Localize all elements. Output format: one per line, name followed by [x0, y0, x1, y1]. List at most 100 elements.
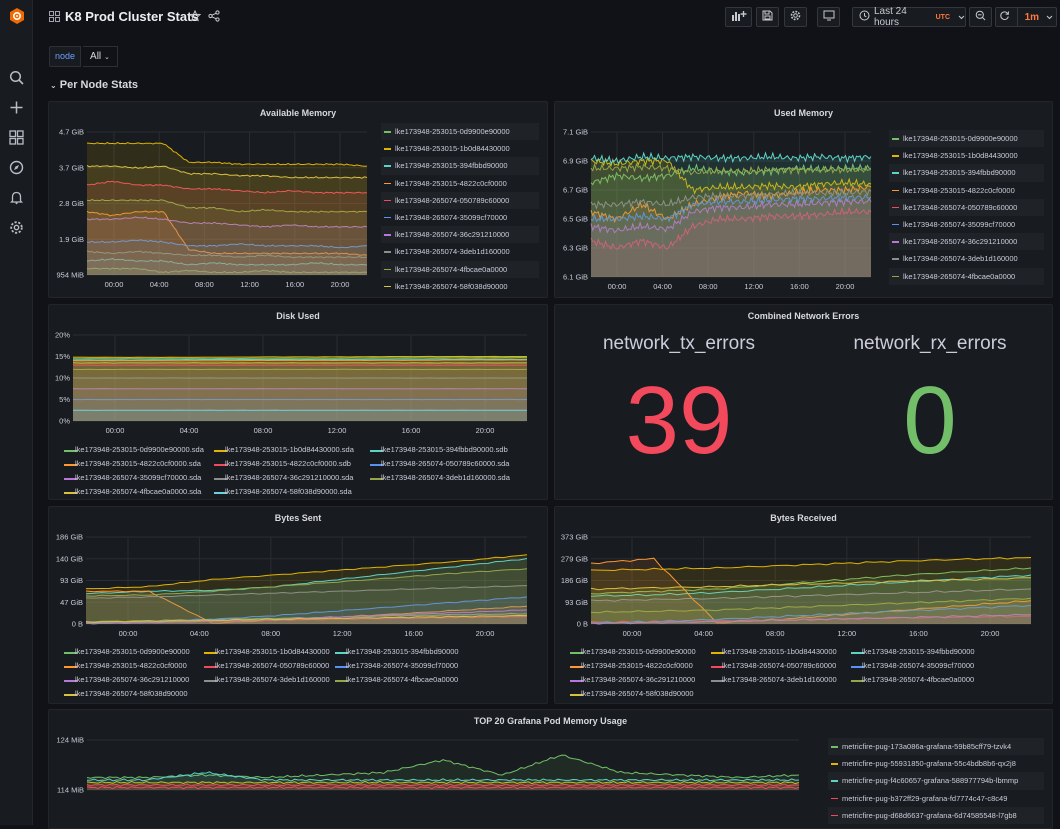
legend-item[interactable]: lke173948-265074-3deb1d160000	[889, 250, 1044, 267]
legend-label: lke173948-265074-050789c60000	[722, 661, 836, 670]
legend-item[interactable]: lke173948-265074-4fbcae0a0000	[849, 673, 999, 687]
legend-item[interactable]: lke173948-265074-3deb1d160000	[709, 673, 849, 687]
legend-item[interactable]: lke173948-265074-4fbcae0a0000	[889, 268, 1044, 285]
legend-item[interactable]: lke173948-265074-4fbcae0a0000	[333, 673, 483, 687]
legend-item[interactable]: lke173948-253015-0d9900e90000.sda	[62, 443, 212, 457]
legend-swatch	[384, 234, 391, 236]
legend-label: lke173948-253015-4822c0cf0000	[395, 179, 507, 188]
refresh-interval[interactable]: 1m	[1025, 12, 1039, 23]
dashboards-icon[interactable]	[9, 130, 24, 145]
configuration-gear-icon[interactable]	[9, 220, 24, 235]
network-errors-panel[interactable]: Combined Network Errors network_tx_error…	[554, 304, 1053, 500]
dashboard-settings-button[interactable]	[784, 7, 807, 27]
legend-item[interactable]: lke173948-265074-050789c60000	[381, 192, 539, 209]
legend-item[interactable]: lke173948-265074-050789c60000	[202, 659, 333, 673]
legend-item[interactable]: lke173948-253015-4822c0cf0000.sda	[62, 457, 212, 471]
legend-item[interactable]: lke173948-265074-35099cf70000	[889, 216, 1044, 233]
dashboard-title[interactable]: K8 Prod Cluster Stats	[65, 9, 199, 24]
legend-item[interactable]: lke173948-265074-3deb1d160000	[381, 243, 539, 260]
legend-item[interactable]: lke173948-265074-050789c60000	[889, 199, 1044, 216]
legend-item[interactable]: lke173948-253015-1b0d84430000	[202, 645, 333, 659]
panel-title[interactable]: Combined Network Errors	[555, 311, 1052, 321]
legend-label: lke173948-265074-050789c60000	[395, 196, 509, 205]
legend-item[interactable]: metricfire-pug-b372ff29-grafana-fd7774c4…	[828, 790, 1044, 807]
legend-item[interactable]: lke173948-265074-58f038d90000	[381, 278, 539, 293]
legend-item[interactable]: metricfire-pug-d68d6637-grafana-6d745855…	[828, 807, 1044, 824]
legend-item[interactable]: lke173948-265074-36c291210000	[381, 226, 539, 243]
legend-item[interactable]: lke173948-253015-1b0d84430000	[889, 147, 1044, 164]
legend-swatch	[384, 131, 391, 133]
legend-item[interactable]: lke173948-253015-1b0d84430000	[709, 645, 849, 659]
star-icon[interactable]	[189, 10, 201, 25]
row-header[interactable]: ⌄ Per Node Stats	[50, 79, 138, 91]
x-tick-label: 16:00	[790, 282, 809, 291]
legend-item[interactable]: lke173948-253015-4822c0cf0000.sdb	[212, 457, 368, 471]
legend-item[interactable]: lke173948-265074-36c291210000.sda	[212, 471, 368, 485]
legend-item[interactable]: lke173948-265074-36c291210000	[889, 233, 1044, 250]
alerting-bell-icon[interactable]	[9, 190, 24, 205]
cycle-view-mode-button[interactable]	[817, 7, 840, 27]
legend-item[interactable]: lke173948-265074-58f038d90000.sda	[212, 485, 368, 499]
legend-item[interactable]: lke173948-253015-0d9900e90000	[568, 645, 709, 659]
node-variable-label: node	[49, 46, 81, 67]
legend-item[interactable]: lke173948-253015-394fbbd90000	[333, 645, 483, 659]
explore-compass-icon[interactable]	[9, 160, 24, 175]
legend-item[interactable]: lke173948-253015-1b0d84430000.sda	[212, 443, 368, 457]
legend-swatch	[831, 746, 838, 748]
legend-item[interactable]: lke173948-253015-4822c0cf0000	[62, 659, 202, 673]
time-range-picker[interactable]: Last 24 hours UTC	[852, 7, 966, 27]
legend-item[interactable]: lke173948-265074-4fbcae0a0000.sda	[62, 485, 212, 499]
legend-item[interactable]: lke173948-253015-394fbbd90000	[381, 157, 539, 174]
legend-item[interactable]: lke173948-265074-35099cf70000	[333, 659, 483, 673]
legend-item[interactable]: metricfire-pug-f4c60657-grafana-58897779…	[828, 772, 1044, 789]
legend-item[interactable]: lke173948-253015-4822c0cf0000	[568, 659, 709, 673]
legend-item[interactable]: lke173948-265074-35099cf70000	[849, 659, 999, 673]
add-panel-button[interactable]	[725, 7, 752, 27]
search-icon[interactable]	[9, 70, 24, 85]
legend-item[interactable]: lke173948-265074-35099cf70000	[381, 209, 539, 226]
legend-item[interactable]: lke173948-265074-050789c60000.sda	[368, 457, 518, 471]
legend-item[interactable]: lke173948-253015-4822c0cf0000	[889, 182, 1044, 199]
legend-item[interactable]: lke173948-253015-0d9900e90000	[889, 130, 1044, 147]
share-icon[interactable]	[208, 10, 220, 25]
legend-item[interactable]: lke173948-265074-36c291210000	[568, 673, 709, 687]
legend-item[interactable]: lke173948-253015-1b0d84430000	[381, 140, 539, 157]
legend-item[interactable]: metricfire-pug-173a086a-grafana-59b85cff…	[828, 738, 1044, 755]
stat-tx-value: 39	[559, 373, 799, 469]
refresh-icon[interactable]	[999, 10, 1010, 24]
legend-item[interactable]: lke173948-253015-394fbbd90000.sdb	[368, 443, 518, 457]
legend-label: lke173948-253015-0d9900e90000	[903, 134, 1018, 143]
legend-item[interactable]: lke173948-253015-4822c0cf0000	[381, 175, 539, 192]
save-dashboard-button[interactable]	[756, 7, 779, 27]
legend-item[interactable]: lke173948-253015-0d9900e90000	[62, 645, 202, 659]
grafana-logo-icon[interactable]	[8, 7, 26, 25]
legend-item[interactable]: metricfire-pug-55931850-grafana-55c4bdb8…	[828, 755, 1044, 772]
legend-item[interactable]: lke173948-265074-3deb1d160000.sda	[368, 471, 518, 485]
zoom-out-button[interactable]	[969, 7, 992, 27]
legend-item[interactable]: lke173948-265074-050789c60000	[709, 659, 849, 673]
legend-label: lke173948-265074-58f038d90000	[395, 282, 508, 291]
legend-item[interactable]: lke173948-253015-394fbbd90000	[849, 645, 999, 659]
legend-item[interactable]: lke173948-265074-4fbcae0a0000	[381, 261, 539, 278]
legend-swatch	[892, 207, 899, 209]
x-tick-label: 04:00	[190, 629, 209, 638]
legend-label: lke173948-265074-35099cf70000	[903, 220, 1015, 229]
legend-item[interactable]: lke173948-265074-3deb1d160000	[202, 673, 333, 687]
node-variable-select[interactable]: All ⌄	[83, 46, 118, 67]
legend-item[interactable]: lke173948-265074-35099cf70000.sda	[62, 471, 212, 485]
x-tick-label: 16:00	[285, 280, 304, 289]
legend-item[interactable]: lke173948-265074-36c291210000	[62, 673, 202, 687]
create-plus-icon[interactable]	[9, 100, 24, 115]
legend-item[interactable]: lke173948-253015-394fbbd90000	[889, 164, 1044, 181]
legend-item[interactable]: lke173948-265074-58f038d90000	[62, 687, 202, 701]
legend-label: lke173948-253015-4822c0cf0000.sda	[75, 459, 201, 468]
refresh-picker[interactable]: 1m	[995, 7, 1057, 27]
legend-item[interactable]: lke173948-253015-0d9900e90000	[381, 123, 539, 140]
legend-item[interactable]: lke173948-265074-58f038d90000	[568, 687, 709, 701]
